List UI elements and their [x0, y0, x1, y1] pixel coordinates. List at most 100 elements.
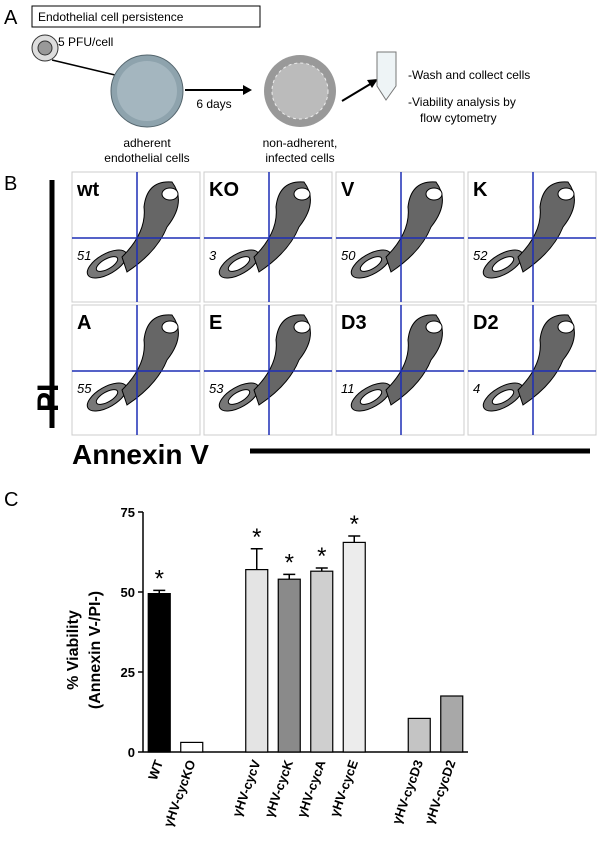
error-bar	[348, 535, 361, 543]
step: flow cytometry	[420, 111, 497, 125]
error-bar	[315, 567, 328, 572]
contour	[293, 187, 311, 201]
arrow	[341, 82, 373, 102]
y-tick-label: 0	[128, 745, 135, 760]
plot-frame	[467, 171, 597, 303]
contour	[425, 320, 443, 334]
contour	[385, 314, 443, 406]
plot-value: 50	[341, 248, 356, 263]
y-tick-label: 50	[121, 585, 135, 600]
plot-label: D3	[341, 312, 367, 334]
bar	[440, 695, 464, 753]
contour	[161, 320, 179, 334]
panel-title: Endothelial cell persistence	[38, 10, 184, 24]
contour	[161, 187, 179, 201]
x-tick-label: γHV-cycV	[229, 758, 263, 819]
plot-frame	[467, 304, 597, 436]
contour	[425, 187, 443, 201]
flow-plots: wt 51 KO 3 V 50 K 52 A 55 E 53 D3 11 D2 4	[71, 171, 597, 436]
bar	[180, 741, 204, 753]
error-bar	[250, 548, 263, 570]
contour	[517, 181, 575, 273]
interval: 6 days	[196, 97, 231, 111]
plot-label: wt	[76, 179, 100, 201]
plot-frame	[335, 304, 465, 436]
y-label: % Viability	[65, 610, 82, 690]
plot-value: 3	[209, 248, 217, 263]
panel-label: C	[4, 489, 18, 511]
plot-value: 11	[341, 381, 355, 396]
x-tick-label: γHV-cycK	[261, 757, 296, 819]
caption: adherent	[123, 136, 171, 150]
plot-frame	[71, 171, 201, 303]
plot-label: D2	[473, 312, 499, 334]
step: -Viability analysis by	[408, 95, 516, 109]
arrow-head	[243, 85, 252, 95]
contour	[385, 181, 443, 273]
panel-label: B	[4, 173, 17, 195]
plot-frame	[335, 171, 465, 303]
tube	[376, 51, 397, 101]
significance: *	[350, 511, 359, 538]
significance: *	[252, 524, 261, 551]
bar	[342, 541, 366, 753]
plot-value: 51	[77, 248, 91, 263]
virus-icon	[37, 40, 53, 56]
arrow	[51, 59, 116, 76]
contour	[491, 389, 515, 405]
caption: infected cells	[265, 151, 334, 165]
contour	[293, 320, 311, 334]
x-tick-label: γHV-cycE	[327, 758, 361, 819]
bar	[310, 570, 334, 753]
caption: non-adherent,	[263, 136, 338, 150]
plot-frame	[71, 304, 201, 436]
title-box	[31, 5, 261, 28]
significance: *	[285, 549, 294, 576]
plot-value: 53	[209, 381, 224, 396]
plot-label: A	[77, 312, 91, 334]
contour	[557, 187, 575, 201]
contour	[491, 256, 515, 272]
dish	[117, 61, 177, 121]
plot-label: K	[473, 179, 488, 201]
x-label: Annexin V	[72, 439, 209, 470]
x-tick-label: γHV-cycD2	[421, 758, 458, 826]
significance: *	[155, 565, 164, 592]
error-bar	[153, 589, 166, 594]
dose: 5 PFU/cell	[58, 35, 113, 49]
plot-value: 52	[473, 248, 488, 263]
y-tick-label: 75	[121, 505, 135, 520]
plot-label: V	[341, 179, 355, 201]
error-bar	[283, 573, 296, 580]
plot-frame	[203, 171, 333, 303]
contour	[95, 256, 119, 272]
bar	[407, 717, 431, 753]
contour	[227, 256, 251, 272]
x-tick-label: WT	[145, 758, 166, 782]
dish	[271, 62, 329, 120]
plot-label: KO	[209, 179, 239, 201]
contour	[95, 389, 119, 405]
y-tick-label: 25	[121, 665, 135, 680]
arrow-head	[367, 79, 378, 88]
contour	[359, 389, 383, 405]
contour	[359, 256, 383, 272]
caption: endothelial cells	[104, 151, 189, 165]
y-label: (Annexin V-/PI-)	[87, 591, 104, 709]
y-label: PI	[32, 384, 65, 412]
contour	[227, 389, 251, 405]
x-tick-label: γHV-cycD3	[389, 758, 426, 826]
plot-frame	[203, 304, 333, 436]
contour	[253, 314, 311, 406]
x-tick-label: γHV-cycA	[294, 757, 329, 819]
panel-label: A	[4, 7, 18, 29]
contour	[517, 314, 575, 406]
step: -Wash and collect cells	[408, 68, 530, 82]
bar-chart: 0 25 50 75 WT * γHV-cycKO γHV-cycV * γHV-cycK * γHV…	[121, 505, 468, 829]
contour	[557, 320, 575, 334]
bar	[277, 578, 301, 753]
contour	[121, 181, 179, 273]
contour	[253, 181, 311, 273]
contour	[121, 314, 179, 406]
